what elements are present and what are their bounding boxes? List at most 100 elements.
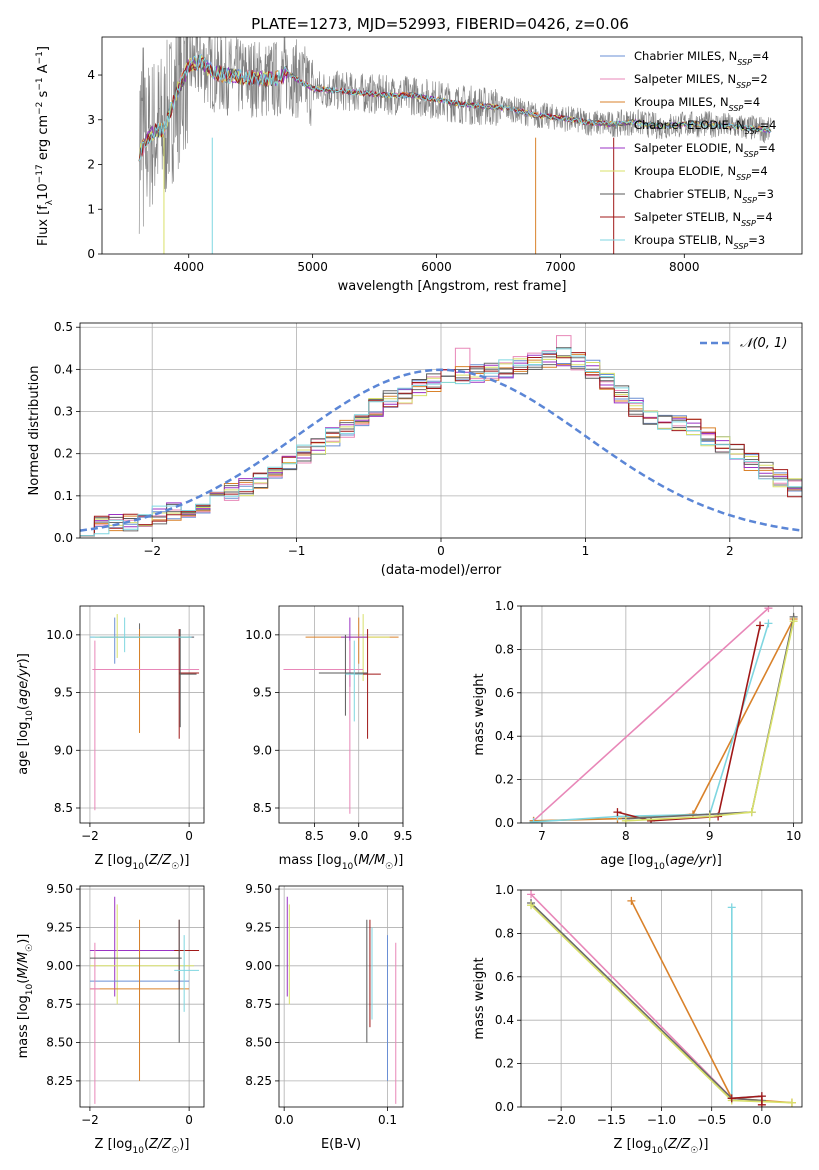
x-tick-label: 1: [582, 544, 590, 558]
label-part: )]: [179, 853, 189, 868]
point-mass-vs-Z: [89, 919, 182, 1043]
weight-marker: [529, 817, 538, 823]
label-part: s: [36, 90, 51, 101]
label-part: age [log: [16, 722, 31, 775]
label-part: 10: [653, 862, 665, 872]
axes-frame: [79, 605, 205, 824]
x-tick-label: 6000: [421, 260, 452, 274]
axes-frame: [79, 322, 803, 539]
axes-frame: [520, 889, 803, 1108]
y-tick-label: 9.0: [253, 743, 272, 757]
weight-marker: [727, 903, 736, 912]
y-axis-label: mass weight: [472, 673, 487, 755]
weight-line-1: [533, 607, 769, 822]
weight-marker: [764, 619, 773, 628]
axes-frame: [278, 885, 404, 1108]
x-tick-label: 9.5: [393, 829, 412, 843]
label-part: ☉: [171, 1146, 179, 1156]
plot-area-age-vs-Z: [80, 606, 204, 823]
point-age-vs-Z: [89, 617, 195, 664]
model-spectrum-9: [138, 54, 772, 162]
x-tick-label: −2.0: [547, 1113, 576, 1127]
x-tick-label: 2: [726, 544, 734, 558]
legend-name: Salpeter STELIB, N: [634, 210, 741, 224]
y-axis-label: mass weight: [472, 957, 487, 1039]
panel-age-vs-mass: 8.5 9.0 9.5 8.5 9.0 9.5 10.0 mass [log10(M/M☉)]: [245, 605, 413, 872]
x-tick-label: −0.5: [697, 1113, 726, 1127]
label-part: Z [log: [95, 1137, 133, 1152]
y-tick-label: 0: [87, 247, 95, 261]
axis-label: Z [log10(Z/Z☉)]: [614, 1137, 709, 1156]
legend-nssp: =4: [756, 210, 773, 224]
label-part: ☉: [25, 944, 35, 952]
x-tick-label: −2: [143, 544, 161, 558]
plot-area-residuals: [80, 323, 802, 538]
legend-name: Chabrier ELODIE, N: [634, 118, 745, 132]
point-age-vs-Z: [89, 617, 192, 653]
y-tick-label: 9.50: [46, 882, 73, 896]
x-axis-label: (data-model)/error: [381, 563, 502, 578]
weight-line-4: [617, 625, 761, 822]
y-tick-label: 4: [87, 68, 95, 82]
label-part: M/M: [16, 952, 31, 979]
label-part: (: [144, 1137, 149, 1152]
y-tick-label: 8.50: [46, 1036, 73, 1050]
label-part: erg cm: [36, 115, 51, 164]
y-tick-label: 0.5: [54, 320, 73, 334]
axis-label: mass [log10(M/M☉)]: [279, 853, 404, 872]
grid-mass-vs-Z: [80, 886, 204, 1107]
point-age-vs-mass: [345, 640, 364, 722]
marks-weight-vs-age: [529, 606, 798, 823]
legend-nssp: =4: [758, 141, 775, 155]
weight-marker: [764, 606, 773, 613]
weight-marker: [621, 816, 630, 823]
point-age-vs-Z: [94, 629, 200, 733]
legend-name: Kroupa STELIB, N: [634, 233, 734, 247]
legend-name: Kroupa ELODIE, N: [634, 164, 736, 178]
y-tick-label: 9.00: [245, 959, 272, 973]
label-part: ☉: [385, 862, 393, 872]
x-tick-label: 5000: [297, 260, 328, 274]
grid-mass-vs-ebv: [279, 886, 403, 1107]
axis-label: Z [log10(Z/Z☉)]: [95, 853, 190, 872]
y-tick-label: 10.0: [245, 628, 272, 642]
label-part: ☉: [690, 1146, 698, 1156]
y-tick-label: 9.0: [54, 743, 73, 757]
point-age-vs-Z: [178, 629, 200, 739]
y-tick-label: 1.0: [495, 599, 514, 613]
y-tick-label: 3: [87, 113, 95, 127]
x-tick-label: 7000: [545, 260, 576, 274]
weight-marker: [613, 808, 622, 817]
x-tick-label: 9: [706, 829, 714, 843]
x-tick-label: 9.0: [349, 829, 368, 843]
label-part: )]: [16, 653, 31, 663]
label-part: −1: [35, 77, 45, 90]
legend-name: Salpeter MILES, N: [634, 72, 736, 86]
legend-nssp: =4: [743, 95, 760, 109]
legend-name: Kroupa MILES, N: [634, 95, 729, 109]
marks-residuals: [80, 335, 802, 537]
plot-area-weight-vs-age: [521, 606, 802, 823]
y-tick-label: 9.00: [46, 959, 73, 973]
weight-line-6: [625, 621, 795, 822]
y-tick-label: 1: [87, 202, 95, 216]
legend-label: Chabrier ELODIE, NSSP=4: [634, 118, 776, 136]
y-tick-label: 0.4: [54, 362, 73, 376]
x-tick-label: 8: [622, 829, 630, 843]
label-part: −17: [35, 164, 45, 183]
x-tick-label: 0.1: [378, 1113, 397, 1127]
x-tick-label: 0.0: [275, 1113, 294, 1127]
weight-marker: [527, 901, 536, 910]
x-tick-label: −1.5: [597, 1113, 626, 1127]
y-tick-label: 8.50: [245, 1036, 272, 1050]
histogram-8: [80, 352, 802, 537]
y-tick-label: 0.6: [495, 970, 514, 984]
x-tick-label: 0: [185, 1113, 193, 1127]
label-part: λ: [45, 199, 55, 205]
x-tick-label: −2: [81, 1113, 99, 1127]
panel-residuals: −2 −1 0 1 2 0.0 0.1 0.2 0.3 0.4 0.5 𝒩(0, 1) (data-mo…: [27, 320, 803, 578]
x-axis-label: E(B-V): [321, 1137, 361, 1152]
axis-label: age [log10(age/yr)]: [16, 653, 35, 775]
